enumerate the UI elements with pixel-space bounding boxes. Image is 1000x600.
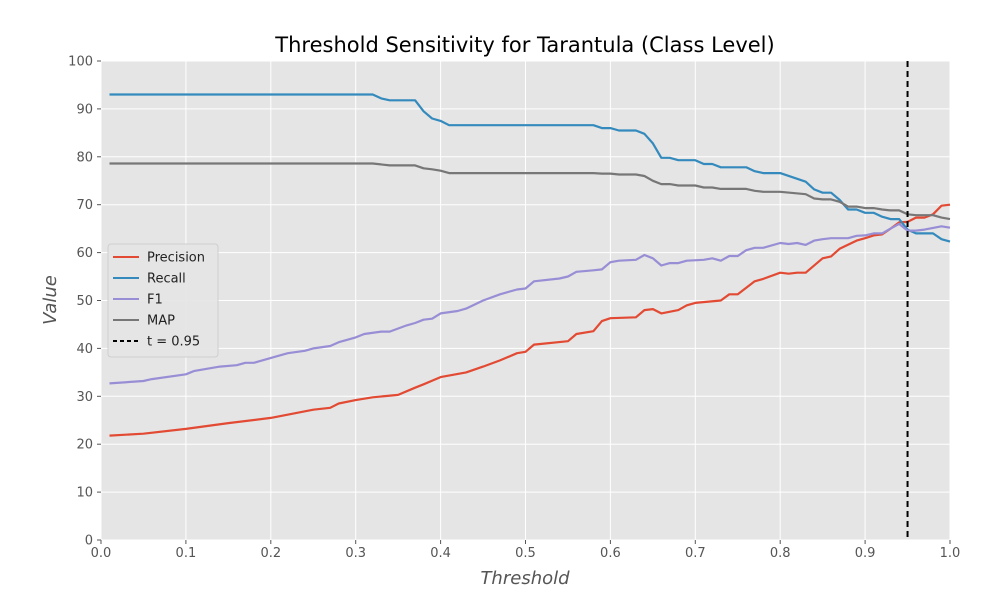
legend-label-precision: Precision [147, 251, 205, 266]
series-line-f1 [109, 222, 951, 385]
legend-label-threshold: t = 0.95 [147, 335, 200, 350]
series-layer [109, 93, 951, 437]
chart-title: Threshold Sensitivity for Tarantula (Cla… [274, 33, 774, 57]
y-axis-ticks: 0 10 20 30 40 50 60 70 80 90 100 [68, 55, 101, 549]
series-line-recall [109, 93, 951, 243]
y-axis-label: Value [40, 275, 61, 325]
x-tick-label: 0.8 [770, 546, 791, 561]
legend-label-recall: Recall [147, 272, 186, 287]
series-line-map [109, 162, 951, 221]
x-axis-label: Threshold [480, 568, 570, 589]
y-tick-label: 100 [68, 55, 93, 70]
x-tick-label: 0.3 [345, 546, 366, 561]
x-tick-label: 0.5 [515, 546, 536, 561]
series-line-precision [109, 203, 951, 437]
x-tick-label: 0.6 [600, 546, 621, 561]
x-tick-label: 1.0 [940, 546, 961, 561]
y-tick-label: 80 [76, 150, 93, 165]
y-tick-label: 90 [76, 102, 93, 117]
y-tick-label: 50 [76, 294, 93, 309]
y-tick-label: 60 [76, 246, 93, 261]
x-tick-label: 0.1 [176, 546, 197, 561]
x-tick-label: 0.0 [91, 546, 112, 561]
y-tick-label: 20 [76, 438, 93, 453]
y-tick-label: 0 [85, 534, 93, 549]
x-tick-label: 0.9 [855, 546, 876, 561]
x-tick-label: 0.4 [430, 546, 451, 561]
legend-box [107, 243, 219, 358]
y-tick-label: 30 [76, 390, 93, 405]
y-tick-label: 70 [76, 198, 93, 213]
legend: Precision Recall F1 MAP t = 0.95 [107, 243, 219, 358]
grid-lines [100, 60, 951, 541]
y-tick-label: 40 [76, 342, 93, 357]
x-tick-label: 0.7 [685, 546, 706, 561]
x-tick-label: 0.2 [260, 546, 281, 561]
legend-label-f1: F1 [147, 293, 163, 308]
y-tick-label: 10 [76, 486, 93, 501]
legend-label-map: MAP [147, 314, 175, 329]
x-axis-ticks: 0.0 0.1 0.2 0.3 0.4 0.5 0.6 0.7 0.8 0.9 1.0 [91, 540, 961, 561]
